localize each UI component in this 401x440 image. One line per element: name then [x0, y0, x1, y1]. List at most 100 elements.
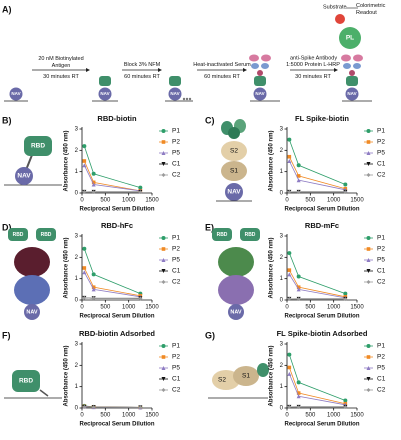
legend-marker	[161, 269, 166, 273]
marker	[296, 391, 301, 395]
diagram-label: NAV	[227, 189, 241, 196]
marker	[287, 371, 292, 376]
legend-marker	[366, 236, 371, 240]
legend-marker	[161, 162, 166, 166]
diagram-label: RBD	[13, 232, 24, 238]
marker	[287, 352, 292, 357]
x-tick-label: 1500	[350, 305, 364, 311]
panel-letter: E)	[205, 222, 214, 232]
marker	[91, 182, 96, 187]
y-tick-label: 2	[75, 255, 79, 261]
marker	[82, 270, 87, 275]
panel-letter: D)	[2, 222, 12, 232]
marker	[287, 268, 292, 272]
legend-marker	[366, 355, 371, 359]
diagram-label: S2	[218, 377, 226, 384]
x-tick-label: 1000	[122, 198, 136, 204]
legend-marker	[366, 344, 371, 348]
diagram-label: RBD	[41, 232, 52, 238]
x-tick-label: 500	[305, 413, 316, 419]
x-tick-label: 1000	[327, 198, 341, 204]
marker	[296, 405, 301, 410]
diagram-label: S1	[242, 373, 250, 380]
diagram-label: NAV	[17, 173, 31, 180]
marker	[296, 285, 301, 289]
x-tick-label: 0	[285, 305, 289, 311]
x-tick-label: 500	[100, 305, 111, 311]
marker	[287, 251, 292, 256]
legend-label: P2	[172, 139, 180, 146]
diagram-label: RBD	[19, 378, 33, 385]
legend-label: P1	[377, 343, 385, 350]
y-tick-label: 2	[280, 363, 284, 369]
y-tick-label: 3	[75, 127, 79, 133]
diagram-label: NAV	[26, 309, 38, 315]
chart-title: FL Spike-biotin Adsorbed	[277, 329, 368, 338]
step-reagent: Block 3% NFM	[123, 62, 161, 68]
marker	[138, 190, 143, 195]
series-line	[288, 367, 346, 405]
marker	[82, 246, 87, 251]
diagram-label: RBD	[245, 232, 256, 238]
y-tick-label: 3	[75, 234, 79, 240]
marker	[296, 394, 301, 399]
chart-title: RBD-biotin	[97, 114, 137, 123]
readout-label: Colorimetric Readout	[356, 3, 386, 16]
marker	[287, 296, 292, 301]
marker	[82, 163, 87, 168]
marker	[91, 190, 96, 195]
nav-label: NAV	[11, 91, 20, 96]
legend-marker	[366, 151, 371, 155]
legend-label: C2	[172, 279, 181, 286]
marker	[82, 159, 87, 163]
chart-title: FL Spike-biotin	[295, 114, 349, 123]
x-tick-label: 1000	[327, 305, 341, 311]
legend-label: C2	[172, 172, 181, 179]
x-tick-label: 500	[100, 198, 111, 204]
legend-label: C2	[172, 387, 181, 394]
step-reagent: 1:5000 Protein L-HRP	[286, 62, 340, 68]
marker	[138, 405, 143, 410]
x-axis-label: Reciprocal Serum Dilution	[284, 422, 359, 428]
legend-label: C1	[377, 161, 386, 168]
step-time: 30 minutes RT	[43, 74, 79, 80]
marker	[91, 285, 96, 289]
marker	[343, 398, 348, 403]
x-tick-label: 1000	[122, 413, 136, 419]
legend-label: P5	[172, 257, 180, 264]
marker	[287, 404, 292, 409]
diagram-g: G) S2 S1	[205, 330, 269, 399]
chart-title: RBD-hFc	[101, 221, 133, 230]
legend-label: C2	[377, 279, 386, 286]
legend-label: C2	[377, 387, 386, 394]
marker	[82, 189, 87, 194]
marker	[287, 189, 292, 194]
y-tick-label: 2	[280, 148, 284, 154]
diagram-label: NAV	[230, 309, 242, 315]
y-tick-label: 3	[280, 342, 284, 348]
diagram-f: F) RBD	[2, 330, 62, 399]
legend-label: P2	[172, 246, 180, 253]
step-reagent: 20 nM Biotinylated Antigen	[38, 56, 84, 69]
marker	[287, 159, 292, 163]
step-time: 30 minutes RT	[295, 74, 331, 80]
x-tick-label: 1000	[122, 305, 136, 311]
step-time: 60 minutes RT	[124, 74, 160, 80]
nav-label: NAV	[100, 91, 109, 96]
y-tick-label: 3	[280, 127, 284, 133]
y-tick-label: 0	[75, 406, 79, 412]
legend-label: P2	[377, 354, 385, 361]
legend-marker	[161, 236, 166, 240]
marker	[91, 272, 96, 277]
y-tick-label: 3	[75, 342, 79, 348]
legend-marker	[366, 162, 371, 166]
panel-letter: A)	[2, 4, 12, 14]
x-axis-label: Reciprocal Serum Dilution	[284, 207, 359, 213]
diagram-label: RBD	[217, 232, 228, 238]
legend-label: C1	[377, 376, 386, 383]
diagram-c: C) S2 S1 NAV	[205, 115, 252, 202]
x-tick-label: 1500	[145, 305, 159, 311]
y-axis-label: Absorbance (450 nm)	[269, 345, 275, 406]
legend-label: P2	[377, 246, 385, 253]
